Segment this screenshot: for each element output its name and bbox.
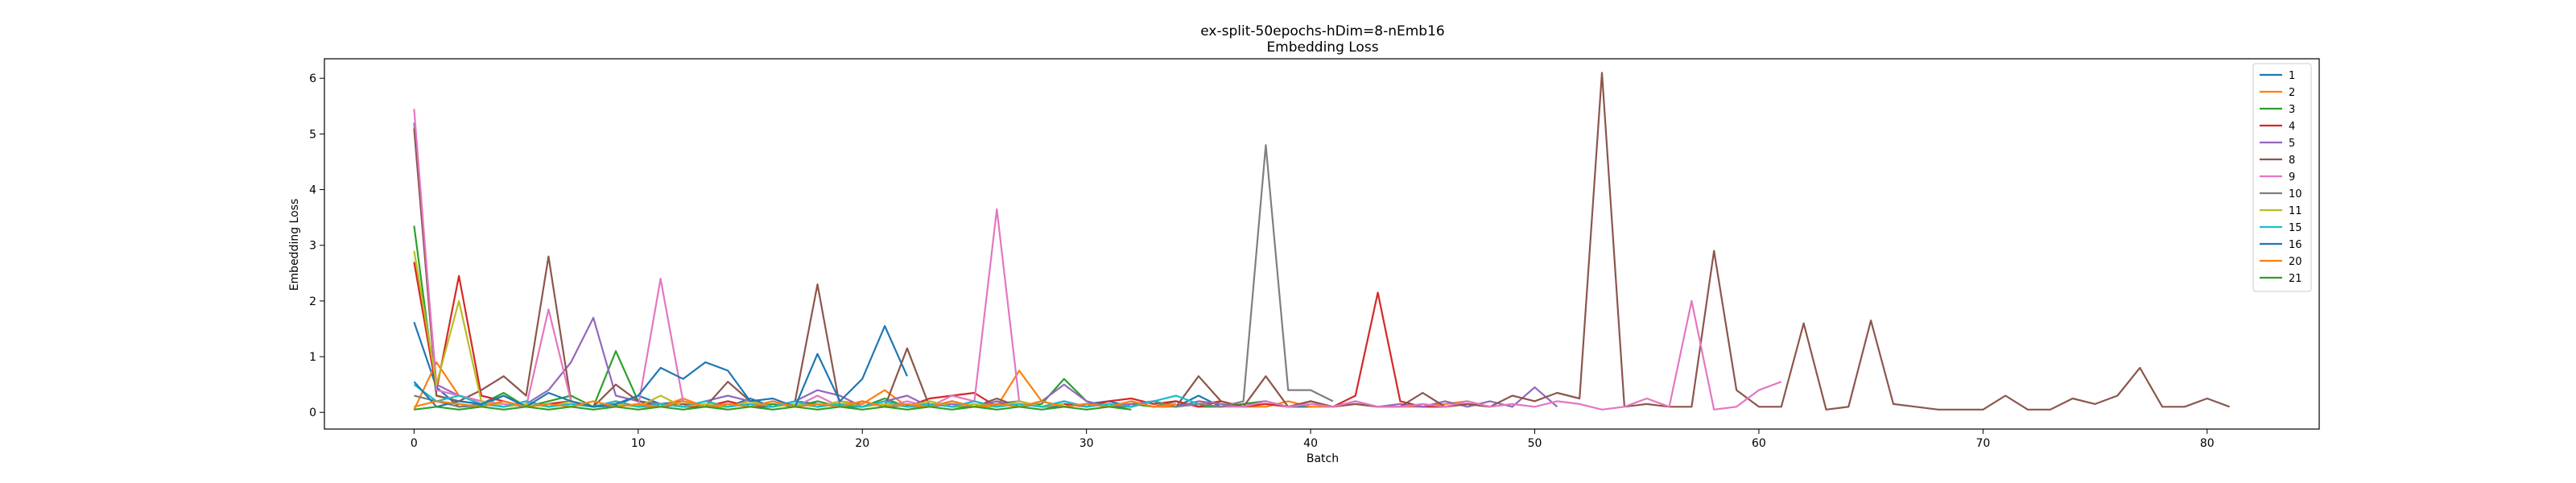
y-tick-label: 5 [309, 128, 316, 141]
series-line-5 [413, 122, 1558, 408]
x-tick-label: 0 [411, 437, 418, 450]
x-tick-label: 50 [1528, 437, 1542, 450]
chart-subtitle: Embedding Loss [1266, 39, 1378, 56]
y-tick-label: 1 [309, 351, 316, 364]
plot-frame [324, 58, 2320, 430]
y-tick-label: 2 [309, 295, 316, 308]
x-tick-label: 80 [2200, 437, 2215, 450]
series-line-9 [413, 109, 1782, 411]
legend-label: 2 [2289, 87, 2295, 99]
series-line-21 [414, 406, 1132, 411]
legend-label: 3 [2289, 104, 2295, 116]
x-tick-label: 10 [631, 437, 646, 450]
legend-label: 1 [2289, 70, 2295, 82]
series-line-4 [413, 262, 1490, 408]
legend-label: 15 [2289, 222, 2302, 234]
y-tick-label: 3 [309, 240, 316, 253]
legend-label: 11 [2289, 205, 2302, 217]
y-tick-label: 4 [309, 184, 316, 197]
x-tick-label: 60 [1752, 437, 1766, 450]
series-line-16 [413, 324, 908, 408]
y-axis-label: Embedding Loss [288, 199, 301, 291]
legend: 1 2 3 4 5 8 9 10 11 15 16 20 21 [2252, 63, 2312, 292]
y-tick-label: 6 [309, 72, 316, 85]
ticks-layer: 0 10 20 30 40 50 60 70 80 0 1 2 3 4 5 6 [309, 72, 2215, 450]
y-tick-label: 0 [309, 407, 316, 419]
legend-label: 20 [2289, 256, 2302, 268]
x-axis-label: Batch [1307, 452, 1339, 465]
series-layer [413, 72, 2230, 411]
legend-box [2252, 63, 2312, 292]
legend-label: 16 [2289, 239, 2302, 251]
chart-title: ex-split-50epochs-hDim=8-nEmb16 [1200, 23, 1445, 39]
legend-label: 5 [2289, 138, 2295, 150]
legend-label: 9 [2289, 171, 2295, 184]
series-line-1 [413, 321, 1311, 408]
x-tick-label: 70 [1975, 437, 1990, 450]
x-tick-label: 20 [855, 437, 869, 450]
series-line-15 [413, 383, 1199, 408]
legend-label: 4 [2289, 121, 2295, 133]
series-line-3 [413, 225, 1289, 408]
legend-label: 10 [2289, 188, 2302, 200]
legend-label: 8 [2289, 155, 2295, 167]
series-line-8 [413, 72, 2230, 411]
legend-label: 21 [2289, 273, 2302, 285]
x-tick-label: 30 [1080, 437, 1094, 450]
x-tick-label: 40 [1303, 437, 1318, 450]
